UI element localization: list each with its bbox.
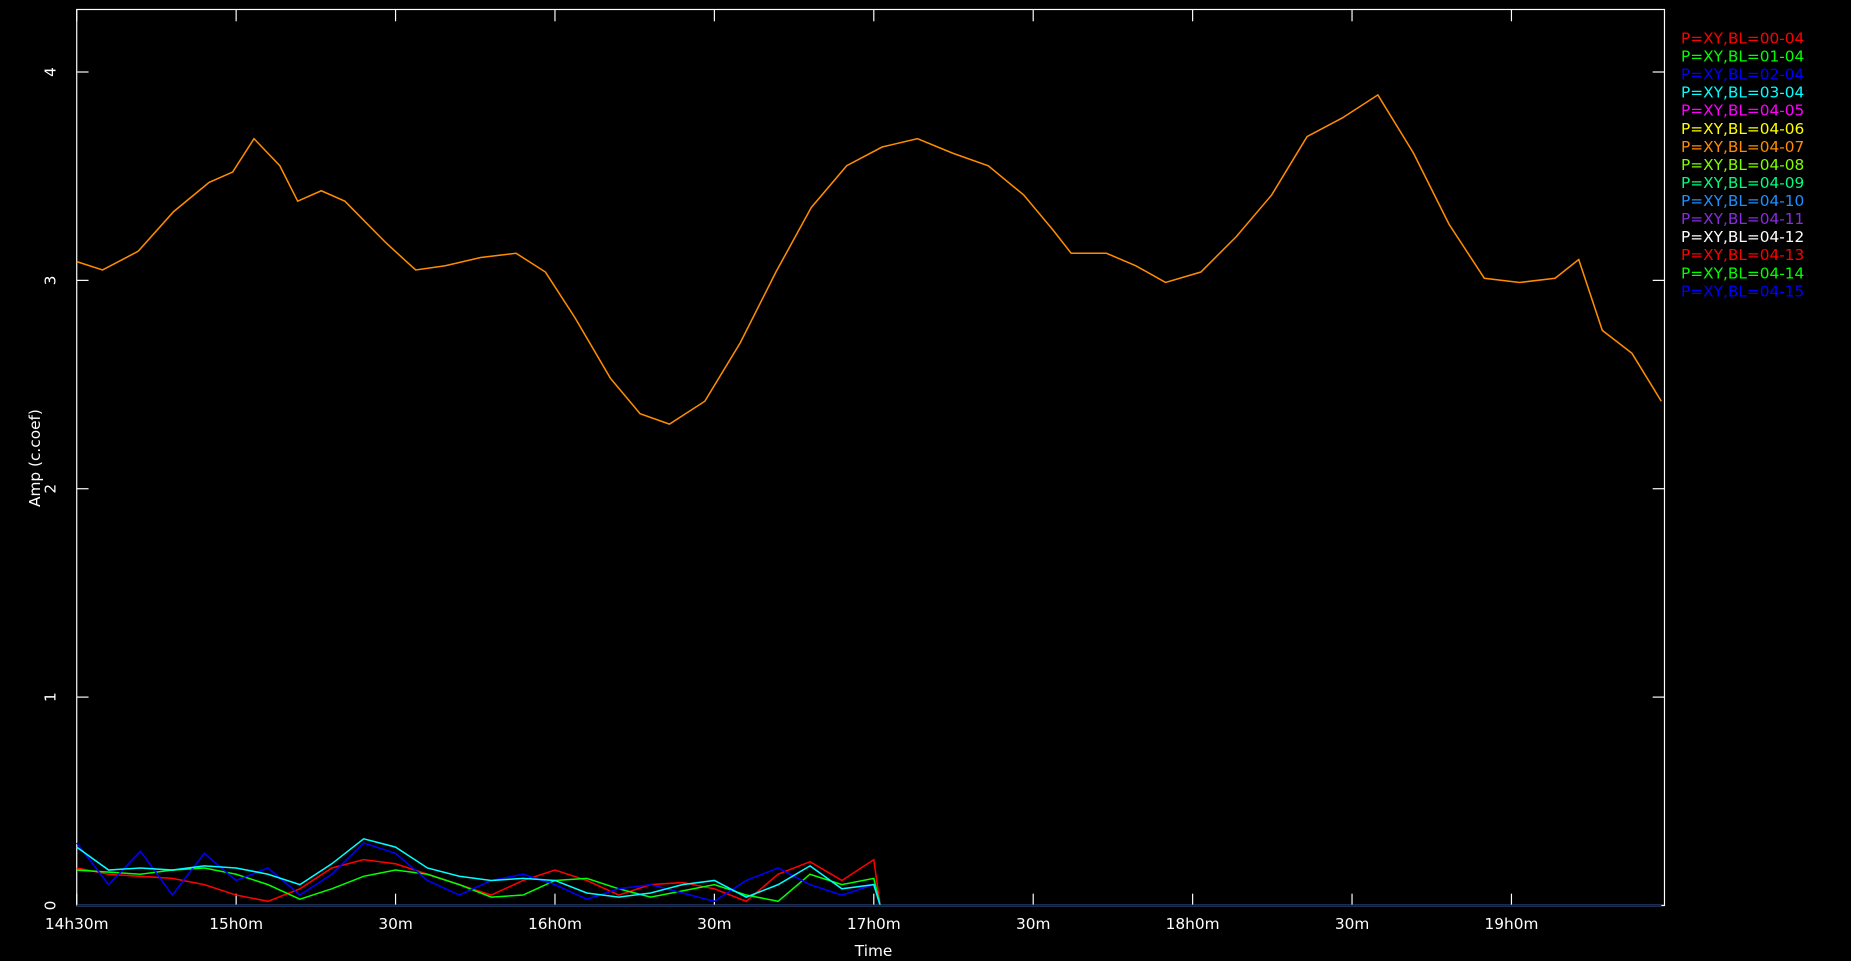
y-tick-label: 1 [41, 692, 59, 702]
series-line [76, 858, 1662, 907]
series-line [76, 837, 1662, 907]
y-axis-label: Amp (c.coef) [26, 409, 44, 507]
x-tick-label: 30m [697, 915, 731, 933]
x-axis-label: Time [854, 942, 893, 960]
x-tick-label: 15h0m [209, 915, 263, 933]
y-tick-label: 3 [41, 275, 59, 285]
y-tick-label: 4 [41, 67, 59, 77]
series-line [76, 867, 1662, 907]
x-tick-label: 30m [1335, 915, 1369, 933]
legend-entry: P=XY,BL=04-14 [1681, 264, 1804, 282]
x-tick-label: 17h0m [847, 915, 901, 933]
legend-entry: P=XY,BL=04-08 [1681, 156, 1804, 174]
x-tick-label: 30m [378, 915, 412, 933]
legend-entry: P=XY,BL=04-11 [1681, 210, 1804, 228]
legend-entry: P=XY,BL=04-07 [1681, 138, 1804, 156]
legend-entry: P=XY,BL=04-12 [1681, 228, 1804, 246]
legend-entry: P=XY,BL=04-06 [1681, 120, 1804, 138]
legend-entry: P=XY,BL=02-04 [1681, 66, 1804, 84]
legend-entry: P=XY,BL=04-13 [1681, 246, 1804, 264]
legend-entry: P=XY,BL=04-15 [1681, 282, 1804, 300]
legend-entry: P=XY,BL=00-04 [1681, 29, 1804, 47]
legend-entry: P=XY,BL=04-10 [1681, 192, 1804, 210]
y-tick-label: 2 [41, 484, 59, 494]
y-tick-label: 0 [41, 901, 59, 911]
legend-entry: P=XY,BL=04-05 [1681, 102, 1804, 120]
legend-entry: P=XY,BL=04-09 [1681, 174, 1804, 192]
x-tick-label: 14h30m [45, 915, 109, 933]
series-line [76, 93, 1662, 425]
legend-entry: P=XY,BL=01-04 [1681, 48, 1804, 66]
x-tick-label: 16h0m [528, 915, 582, 933]
x-tick-label: 18h0m [1166, 915, 1220, 933]
x-tick-label: 30m [1016, 915, 1050, 933]
x-tick-label: 19h0m [1484, 915, 1538, 933]
legend-entry: P=XY,BL=03-04 [1681, 84, 1804, 102]
